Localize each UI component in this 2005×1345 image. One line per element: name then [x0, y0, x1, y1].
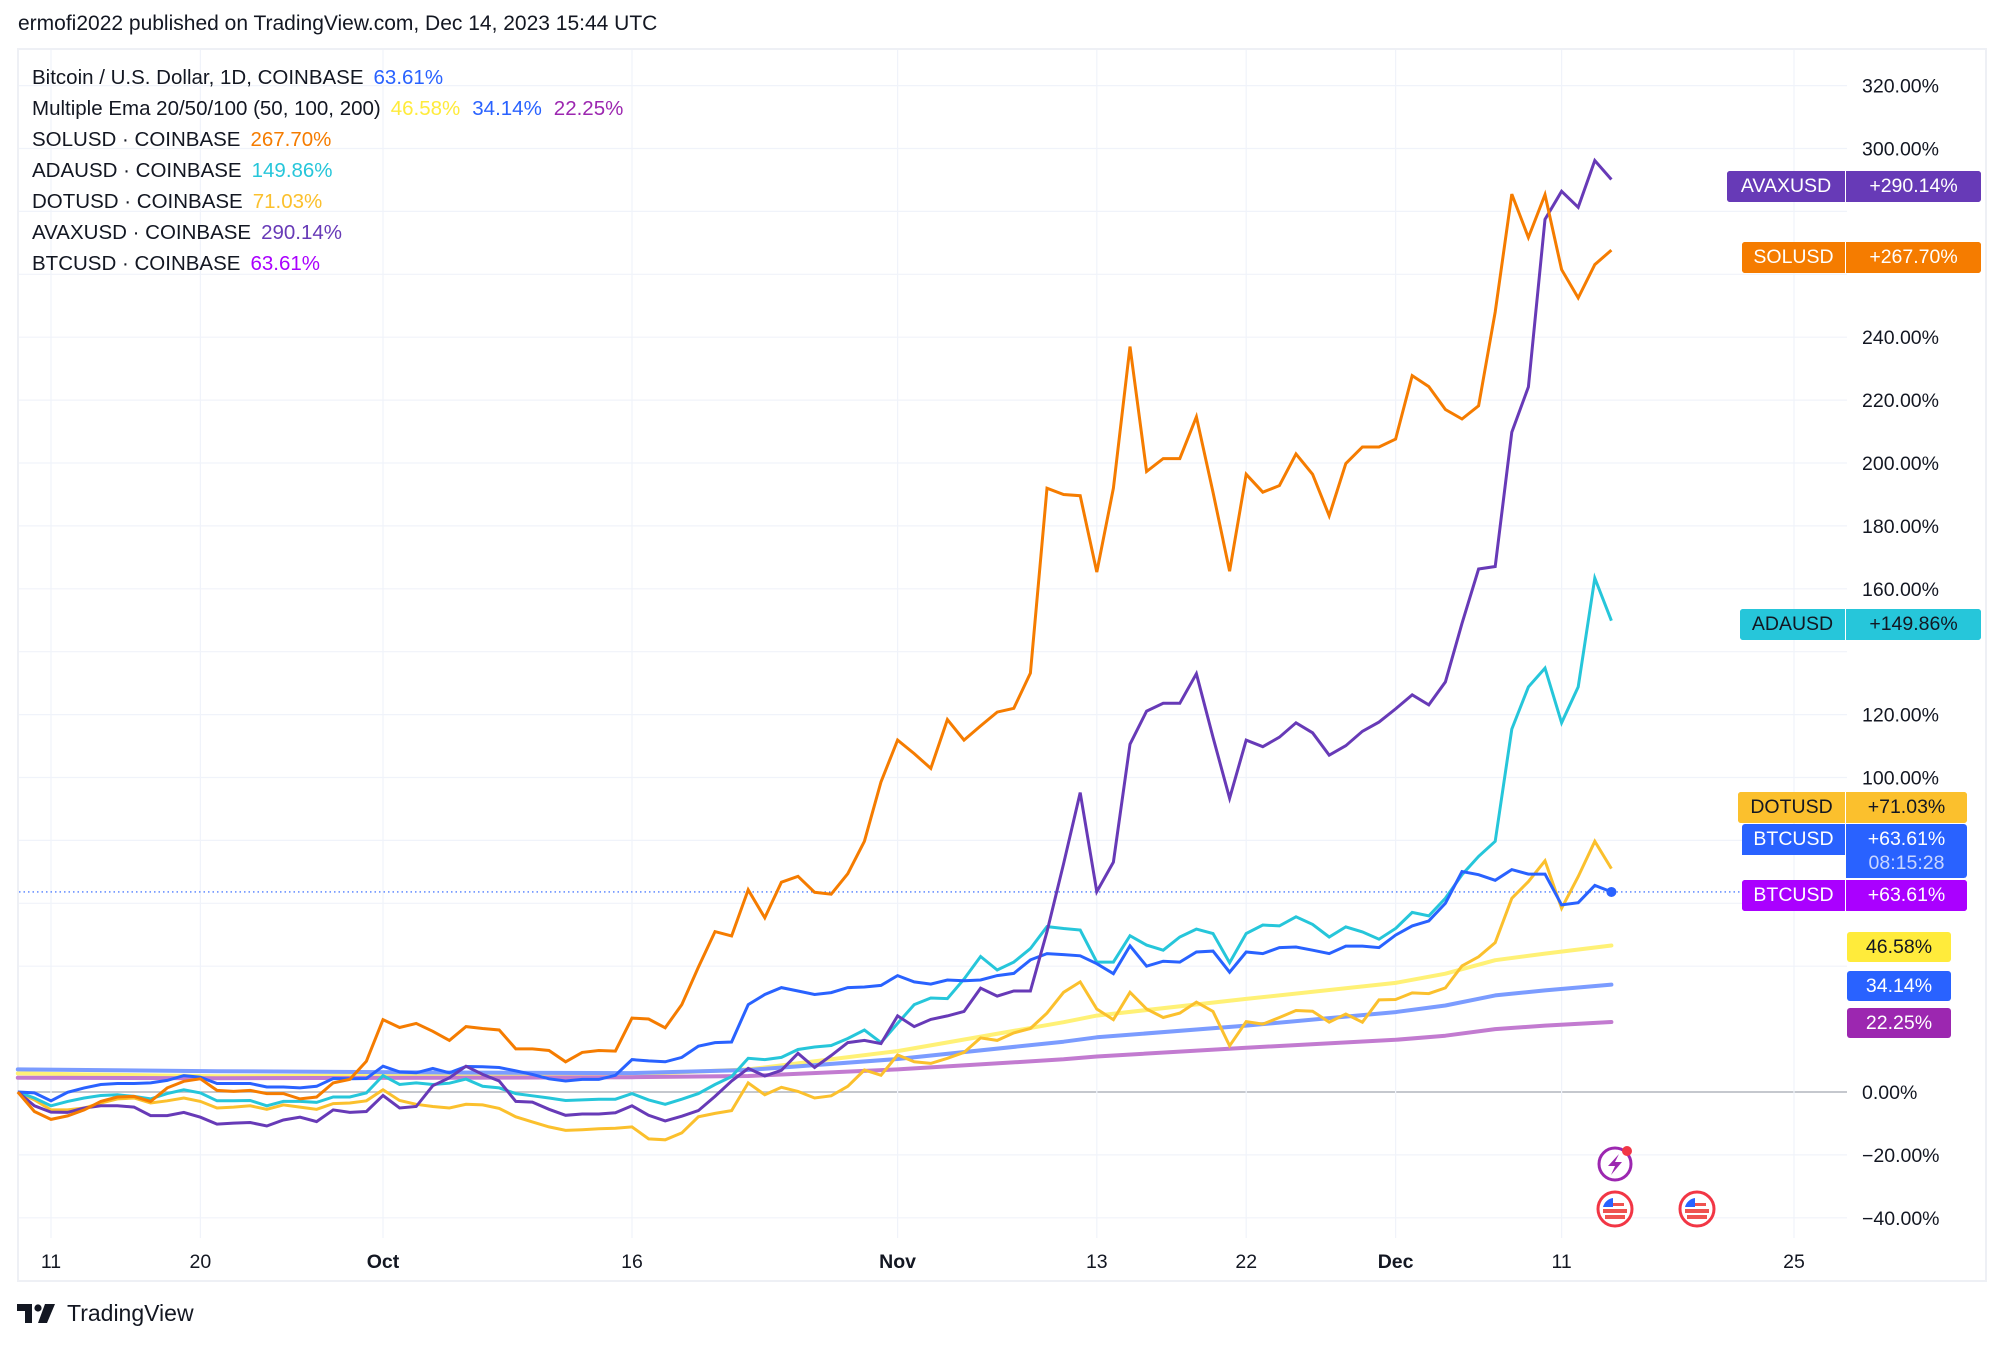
x-tick-label: 20 [190, 1251, 212, 1273]
legend-row-adausd[interactable]: ADAUSD · COINBASE 149.86% [32, 155, 623, 186]
price-label-value-group: +63.61% 08:15:28 [1846, 824, 1967, 878]
legend-label: SOLUSD · COINBASE [32, 128, 241, 151]
legend-value: 267.70% [250, 128, 332, 151]
price-label-symbol: SOLUSD [1742, 242, 1846, 273]
x-tick-label: 11 [41, 1251, 61, 1273]
legend-label: AVAXUSD · COINBASE [32, 221, 252, 244]
x-tick-label: 13 [1086, 1251, 1108, 1273]
legend-row-btc-main[interactable]: Bitcoin / U.S. Dollar, 1D, COINBASE 63.61… [32, 62, 623, 93]
price-label-symbol: BTCUSD [1742, 824, 1846, 855]
series-adausd-line [17, 572, 1613, 1108]
legend-value: 71.03% [252, 190, 323, 213]
price-label-btcusd-compare: BTCUSD +63.61% [1742, 880, 1967, 911]
flag-stripes [1685, 1203, 1709, 1219]
tradingview-logo-icon [17, 1303, 55, 1323]
ema100-value-tag: 34.14% [1847, 971, 1951, 1001]
y-tick-label: 200.00% [1862, 453, 1939, 475]
us-flag-event-icon [1678, 1190, 1716, 1228]
y-tick-label: 100.00% [1862, 768, 1939, 790]
series-avaxusd-line [16, 157, 1613, 1128]
y-tick-label: 160.00% [1862, 579, 1939, 601]
price-label-value: +63.61% [1867, 828, 1946, 850]
x-tick-label: 11 [1551, 1251, 1571, 1273]
chart-legend: Bitcoin / U.S. Dollar, 1D, COINBASE 63.61… [32, 62, 623, 279]
flag-canton [1685, 1198, 1695, 1207]
x-tick-label: Nov [879, 1251, 916, 1273]
y-tick-label: 180.00% [1862, 516, 1939, 538]
price-label-value: +63.61% [1846, 880, 1967, 911]
y-tick-label: 220.00% [1862, 390, 1939, 412]
legend-row-solusd[interactable]: SOLUSD · COINBASE 267.70% [32, 124, 623, 155]
x-tick-label: Dec [1378, 1251, 1414, 1273]
series-lines [15, 157, 1617, 1142]
btc-last-point-marker [1606, 886, 1617, 897]
legend-label: ADAUSD · COINBASE [32, 159, 242, 182]
lightning-glyph [1608, 1154, 1622, 1175]
price-label-symbol: ADAUSD [1740, 609, 1846, 640]
y-tick-label: 240.00% [1862, 327, 1939, 349]
x-tick-label: 16 [621, 1251, 643, 1273]
series-ema-50-line [15, 943, 1614, 1079]
series-ema-200-line [15, 1020, 1614, 1081]
legend-label: BTCUSD · COINBASE [32, 252, 241, 275]
series-bitcoin-u-s-dollar-btcusd-line [17, 867, 1612, 1103]
chart-container[interactable] [17, 48, 1987, 1282]
legend-value-ema50: 46.58% [390, 97, 461, 120]
price-label-btcusd-main: BTCUSD +63.61% 08:15:28 [1742, 824, 1967, 878]
x-tick-label: 25 [1783, 1251, 1805, 1273]
price-label-value: +267.70% [1846, 242, 1981, 273]
price-label-symbol: AVAXUSD [1727, 171, 1846, 202]
legend-value: 63.61% [373, 66, 444, 89]
x-tick-label: 22 [1235, 1251, 1257, 1273]
legend-row-avaxusd[interactable]: AVAXUSD · COINBASE 290.14% [32, 217, 623, 248]
price-label-avaxusd: AVAXUSD +290.14% [1727, 171, 1981, 202]
flag-stripes [1603, 1203, 1627, 1219]
price-label-adausd: ADAUSD +149.86% [1740, 609, 1981, 640]
y-tick-label: 300.00% [1862, 139, 1939, 161]
price-label-value: +149.86% [1846, 609, 1981, 640]
price-label-value: +71.03% [1846, 792, 1967, 823]
legend-row-ema[interactable]: Multiple Ema 20/50/100 (50, 100, 200) 46.… [32, 93, 623, 124]
lightning-event-icon [1597, 1146, 1633, 1182]
legend-value: 290.14% [261, 221, 343, 244]
price-label-symbol: BTCUSD [1742, 880, 1846, 911]
price-label-value: +290.14% [1846, 171, 1981, 202]
footer-brand[interactable]: TradingView [17, 1300, 194, 1327]
ema50-value-tag: 46.58% [1847, 932, 1951, 962]
legend-value: 63.61% [250, 252, 320, 275]
x-axis: 11 20 Oct 16 Nov 13 22 Dec 11 25 [41, 1251, 1805, 1273]
legend-row-dotusd[interactable]: DOTUSD · COINBASE 71.03% [32, 186, 623, 217]
legend-value: 149.86% [251, 159, 333, 182]
tradingview-wordmark: TradingView [67, 1300, 194, 1326]
y-tick-label: 120.00% [1862, 705, 1939, 727]
x-tick-label: Oct [367, 1251, 400, 1273]
legend-value-ema200: 22.25% [553, 97, 624, 120]
publication-header: ermofi2022 published on TradingView.com,… [18, 12, 658, 35]
legend-label: Bitcoin / U.S. Dollar, 1D, COINBASE [32, 66, 364, 89]
price-label-solusd: SOLUSD +267.70% [1742, 242, 1981, 273]
y-tick-label: −20.00% [1862, 1145, 1940, 1167]
event-markers [1596, 1146, 1716, 1228]
legend-label: DOTUSD · COINBASE [32, 190, 243, 213]
legend-row-btcusd[interactable]: BTCUSD · COINBASE 63.61% [32, 248, 623, 279]
notification-dot [1622, 1146, 1632, 1156]
series-dotusd-line [17, 838, 1613, 1142]
y-tick-label: 0.00% [1862, 1082, 1917, 1104]
legend-value-ema100: 34.14% [472, 97, 542, 120]
us-flag-event-icon [1596, 1190, 1634, 1228]
series-solusd-line [16, 189, 1613, 1121]
legend-label: Multiple Ema 20/50/100 (50, 100, 200) [32, 97, 381, 120]
price-label-symbol: DOTUSD [1738, 792, 1846, 823]
flag-canton [1603, 1198, 1613, 1207]
bar-close-countdown: 08:15:28 [1868, 852, 1945, 874]
price-label-dotusd: DOTUSD +71.03% [1738, 792, 1967, 823]
y-tick-label: −40.00% [1862, 1208, 1940, 1230]
ema200-value-tag: 22.25% [1847, 1008, 1951, 1038]
y-axis: 320.00% 300.00% 240.00% 220.00% 200.00% 180.0… [1862, 76, 1940, 1230]
y-tick-label: 320.00% [1862, 76, 1939, 98]
grid-lines [19, 50, 1847, 1238]
